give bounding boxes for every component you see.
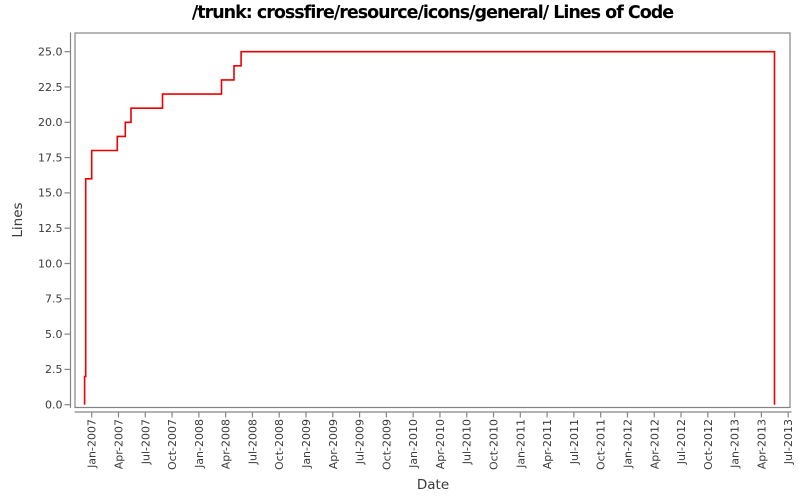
x-tick-label: Oct-2012 xyxy=(702,419,715,470)
axes-spines xyxy=(69,32,792,413)
y-tick-label: 22.5 xyxy=(38,81,63,94)
y-tick-label: 25.0 xyxy=(38,46,63,59)
x-tick-label: Jan-2008 xyxy=(193,419,206,469)
x-tick-label: Jul-2010 xyxy=(461,419,474,465)
y-axis-label: Lines xyxy=(10,202,26,237)
x-tick-label: Apr-2013 xyxy=(755,419,768,469)
x-tick-label: Jul-2013 xyxy=(782,419,795,465)
x-axis-label: Date xyxy=(417,477,449,493)
x-tick-label: Jan-2011 xyxy=(514,419,527,469)
y-tick-label: 17.5 xyxy=(38,151,63,164)
x-tick-label: Jan-2013 xyxy=(729,419,742,469)
y-tick-label: 2.5 xyxy=(45,363,63,376)
x-tick-label: Apr-2011 xyxy=(541,419,554,469)
x-tick-label: Jan-2010 xyxy=(407,419,420,469)
x-tick-label: Apr-2008 xyxy=(220,419,233,469)
y-tick-label: 7.5 xyxy=(45,293,63,306)
x-tick-label: Apr-2012 xyxy=(648,419,661,469)
x-tick-label: Oct-2008 xyxy=(273,419,286,470)
x-tick-label: Oct-2007 xyxy=(166,419,179,470)
loc-series-line xyxy=(83,50,776,405)
y-tick-label: 10.0 xyxy=(38,257,63,270)
y-tick-label: 0.0 xyxy=(45,399,63,412)
x-tick-label: Jan-2012 xyxy=(621,419,634,469)
x-tick-label: Jan-2009 xyxy=(300,419,313,469)
y-tick-label: 20.0 xyxy=(38,116,63,129)
x-tick-label: Oct-2011 xyxy=(595,419,608,470)
y-axis-ticks: 0.0 2.5 5.0 7.5 10.0 12.5 15.0 17.5 20.0 22.5 25.0 xyxy=(38,46,71,412)
x-tick-label: Jul-2008 xyxy=(246,419,259,465)
y-tick-label: 12.5 xyxy=(38,222,63,235)
y-tick-label: 15.0 xyxy=(38,187,63,200)
x-tick-label: Oct-2009 xyxy=(380,419,393,470)
x-tick-label: Apr-2007 xyxy=(112,419,125,469)
x-tick-label: Apr-2010 xyxy=(434,419,447,469)
x-tick-label: Jul-2012 xyxy=(675,419,688,465)
plot-box xyxy=(74,32,791,409)
y-tick-label: 5.0 xyxy=(45,328,63,341)
chart-title: /trunk: crossfire/resource/icons/general… xyxy=(191,3,674,23)
x-tick-label: Apr-2009 xyxy=(327,419,340,469)
x-axis-ticks: Jan-2007 Apr-2007 Jul-2007 Oct-2007 Jan-2008… xyxy=(86,412,795,470)
x-tick-label: Jul-2007 xyxy=(139,419,152,465)
x-tick-label: Jul-2009 xyxy=(354,419,367,465)
x-tick-label: Jul-2011 xyxy=(568,419,581,465)
x-tick-label: Oct-2010 xyxy=(488,419,501,470)
x-tick-label: Jan-2007 xyxy=(86,419,99,469)
